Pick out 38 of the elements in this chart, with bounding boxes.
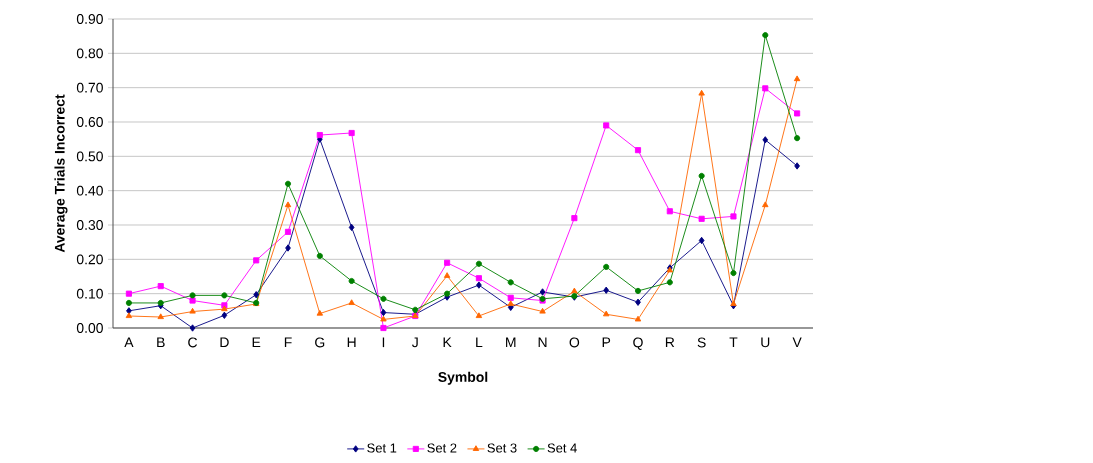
x-tick-label: L [476,337,483,348]
x-tick-label: M [506,337,516,348]
x-tick-label: K [443,337,452,348]
x-tick-label: C [188,337,198,348]
legend-label: Set 4 [547,443,577,453]
x-tick-label: N [538,337,547,348]
x-tick-label: I [382,337,385,348]
x-tick-label: F [284,337,292,348]
x-tick-label: O [569,337,580,348]
x-tick-label: G [315,337,325,348]
y-tick-label: 0.70 [76,82,103,93]
legend-label: Set 2 [427,443,457,453]
y-tick-label: 0.80 [76,48,103,59]
y-tick-label: 0.40 [76,185,103,196]
x-axis-title: Symbol [438,371,488,385]
y-tick-label: 0.50 [76,151,103,162]
y-tick-label: 0.30 [76,220,103,230]
x-tick-label: H [347,337,356,348]
x-tick-label: T [729,337,738,348]
x-tick-label: J [412,337,418,348]
x-tick-label: S [697,337,706,348]
x-tick-label: D [220,337,229,348]
x-tick-label: V [792,337,802,348]
x-tick-label: P [602,337,611,348]
legend-label: Set 3 [487,443,517,453]
x-tick-label: E [252,337,261,348]
x-tick-label: R [665,337,675,348]
y-tick-label: 0.10 [76,288,103,299]
y-tick-label: 0.00 [76,323,103,333]
legend-label: Set 1 [367,443,397,453]
x-tick-label: A [124,337,134,348]
x-tick-label: U [761,337,770,348]
y-tick-label: 0.90 [76,14,103,24]
y-tick-label: 0.60 [76,117,103,127]
x-tick-label: Q [633,337,643,350]
y-tick-label: 0.20 [76,254,103,265]
x-tick-label: B [157,337,165,348]
y-axis-title: Average Trials Incorrect [54,94,68,253]
